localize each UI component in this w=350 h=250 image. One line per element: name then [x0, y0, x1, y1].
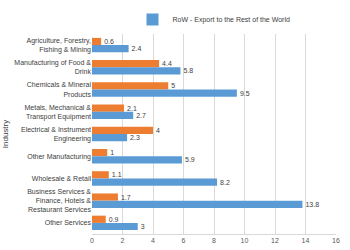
svg-text:5.8: 5.8: [183, 67, 193, 74]
svg-text:4.4: 4.4: [162, 60, 172, 67]
svg-text:3: 3: [141, 223, 145, 230]
svg-text:14: 14: [302, 237, 310, 244]
svg-text:9.5: 9.5: [240, 90, 250, 97]
svg-text:16: 16: [332, 237, 340, 244]
svg-text:0: 0: [90, 237, 94, 244]
svg-text:2.7: 2.7: [136, 112, 146, 119]
svg-text:13.8: 13.8: [305, 201, 319, 208]
svg-text:Other Manufacturing: Other Manufacturing: [27, 153, 91, 161]
svg-text:8.2: 8.2: [220, 179, 230, 186]
svg-text:2.3: 2.3: [130, 134, 140, 141]
svg-text:2: 2: [121, 237, 125, 244]
svg-text:Manufacturing of Food &Drink: Manufacturing of Food &Drink: [14, 59, 91, 75]
svg-text:0.6: 0.6: [104, 38, 114, 45]
svg-text:Other Services: Other Services: [45, 219, 92, 226]
svg-text:Industry: Industry: [1, 120, 10, 148]
svg-text:5: 5: [171, 82, 175, 89]
svg-text:1: 1: [110, 149, 114, 156]
svg-text:RoW - Export to the Rest of th: RoW - Export to the Rest of the World: [173, 16, 290, 24]
svg-text:Metals, Mechanical &Transport: Metals, Mechanical &Transport Equipment: [24, 104, 91, 121]
svg-text:1.1: 1.1: [112, 171, 122, 178]
svg-text:2.4: 2.4: [132, 45, 142, 52]
svg-text:0.9: 0.9: [109, 216, 119, 223]
svg-text:6: 6: [182, 237, 186, 244]
svg-text:5.9: 5.9: [185, 156, 195, 163]
svg-text:Chemicals & MineralProducts: Chemicals & MineralProducts: [27, 81, 92, 97]
svg-text:1.7: 1.7: [121, 194, 131, 201]
svg-text:Wholesale & Retail: Wholesale & Retail: [32, 175, 92, 182]
svg-text:Agriculture, Forestry,Fishing: Agriculture, Forestry,Fishing & Mining: [27, 37, 92, 54]
svg-text:Business Services &Finance, Ho: Business Services &Finance, Hotels &Rest…: [27, 188, 91, 213]
svg-text:2.1: 2.1: [127, 105, 137, 112]
svg-text:4: 4: [151, 237, 155, 244]
svg-text:10: 10: [241, 237, 249, 244]
svg-text:12: 12: [271, 237, 279, 244]
svg-text:8: 8: [212, 237, 216, 244]
svg-text:Electrical & InstrumentEnginee: Electrical & InstrumentEngineering: [21, 126, 91, 143]
svg-text:4: 4: [156, 127, 160, 134]
